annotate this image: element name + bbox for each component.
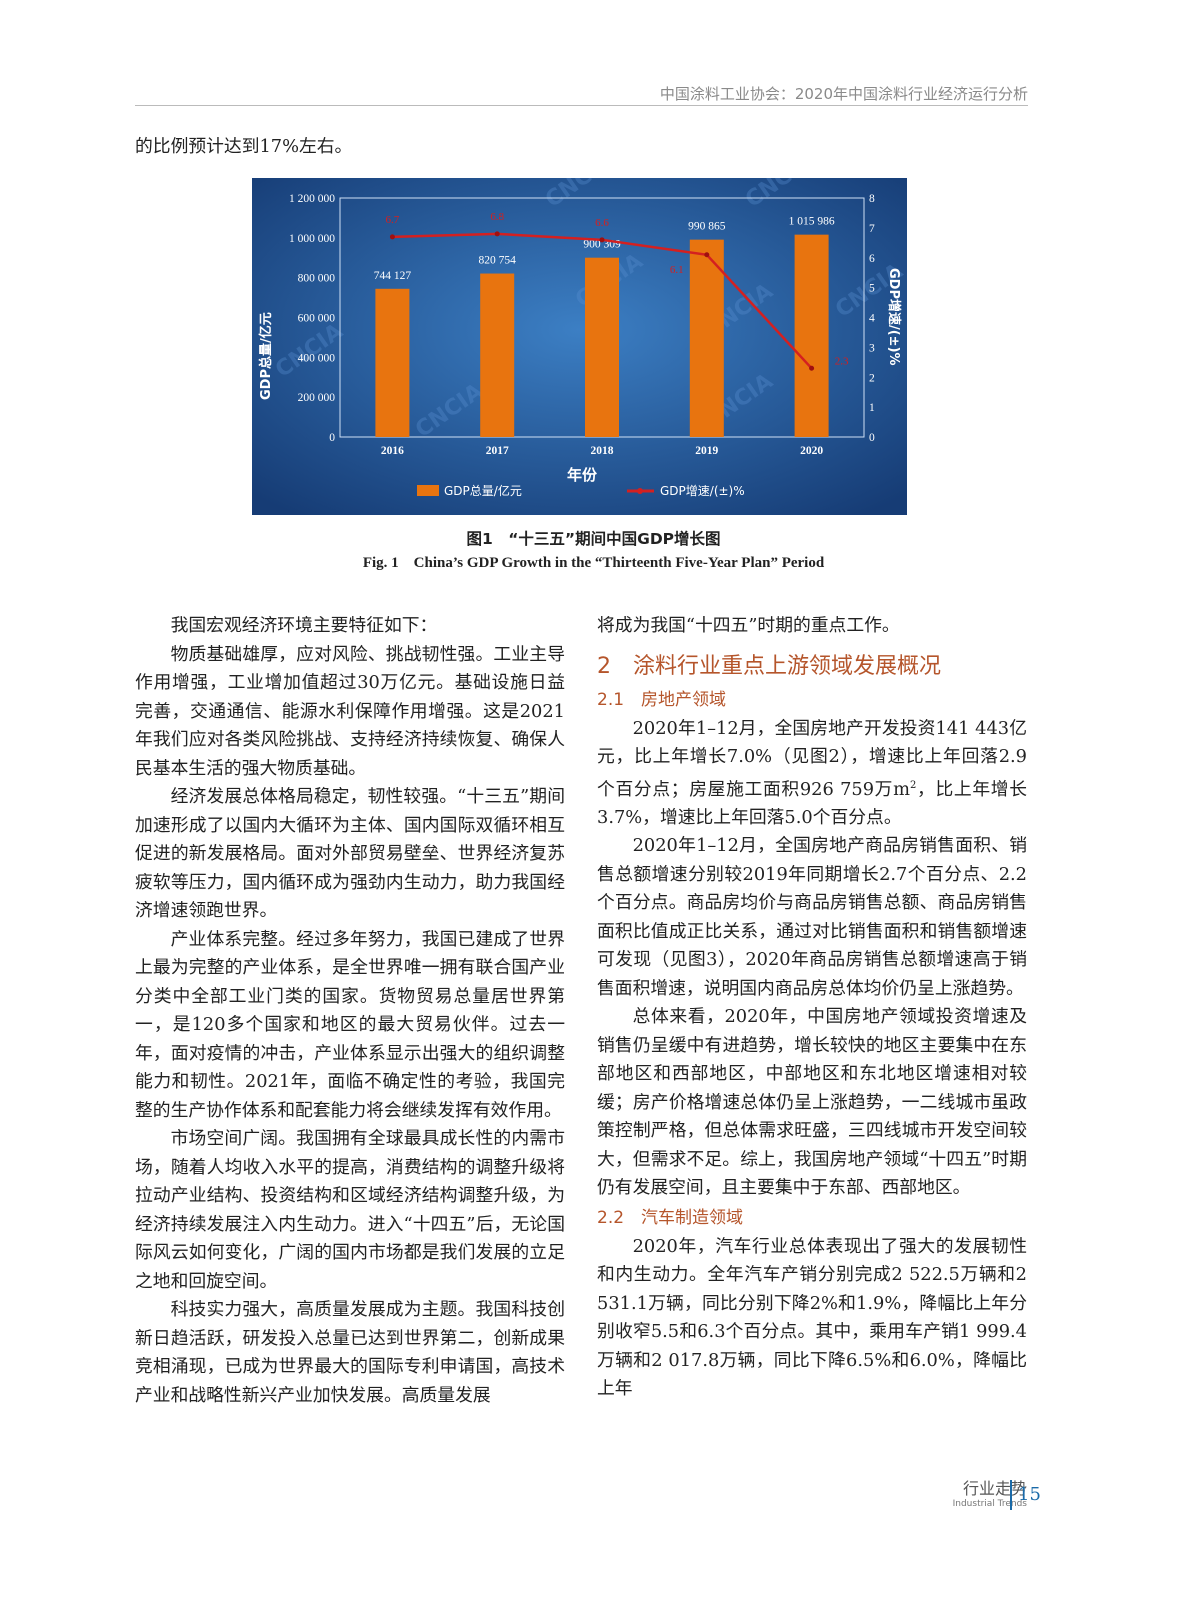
- text: 2020年1–12月，全国房地产开发投资141 443亿元，比上年增长7.0%（…: [597, 717, 1027, 800]
- y2-tick-label: 3: [869, 342, 875, 354]
- left-column: 我国宏观经济环境主要特征如下： 物质基础雄厚，应对风险、挑战韧性强。工业主导作用…: [135, 612, 565, 1410]
- superscript: 2: [909, 779, 917, 791]
- paragraph-continued: 将成为我国“十四五”时期的重点工作。: [597, 615, 900, 636]
- bar-2019: [689, 239, 724, 437]
- x-tick-label: 2019: [695, 445, 718, 457]
- bar-2016: [375, 288, 410, 437]
- y2-tick-label: 8: [869, 193, 875, 205]
- bar-2018: [585, 257, 619, 437]
- legend-line-marker: [637, 488, 643, 494]
- growth-point: [494, 231, 500, 237]
- footer-section-en: Industrial Trends: [952, 1499, 1027, 1509]
- paragraph: 产业体系完整。经过多年努力，我国已建成了世界上最为完整的产业体系，是全世界唯一拥…: [135, 928, 565, 1121]
- bar-value-label: 1 015 986: [789, 216, 835, 228]
- bar-value-label: 820 754: [479, 255, 517, 267]
- y2-tick-label: 2: [869, 372, 875, 384]
- x-tick-label: 2016: [381, 445, 404, 457]
- paragraph: 2020年，汽车行业总体表现出了强大的发展韧性和内生动力。全年汽车产销分别完成2…: [597, 1235, 1027, 1400]
- y-tick-label: 600 000: [298, 313, 336, 325]
- y2-tick-label: 4: [869, 313, 875, 325]
- gdp-chart: CNCIACNCIACNCIACNCIACNCIACNCIACNCIACNCIA…: [252, 178, 907, 515]
- running-header: 中国涂料工业协会：2020年中国涂料行业经济运行分析: [659, 85, 1028, 103]
- figure-caption-cn: 图1 “十三五”期间中国GDP增长图: [466, 530, 721, 548]
- y-tick-label: 1 200 000: [289, 193, 335, 205]
- legend-bar-label: GDP总量/亿元: [444, 483, 522, 498]
- header-divider: [135, 105, 1028, 106]
- y2-tick-label: 6: [869, 253, 875, 265]
- growth-point: [704, 252, 710, 258]
- y-tick-label: 1 000 000: [289, 233, 335, 245]
- y-tick-label: 400 000: [298, 352, 336, 364]
- growth-point: [599, 237, 605, 243]
- y2-tick-label: 0: [869, 432, 875, 444]
- y-tick-label: 200 000: [298, 392, 336, 404]
- y-tick-label: 800 000: [298, 273, 336, 285]
- legend-line-label: GDP增速/(±)%: [660, 484, 745, 498]
- x-tick-label: 2020: [800, 445, 823, 457]
- paragraph: 市场空间广阔。我国拥有全球最具成长性的内需市场，随着人均收入水平的提高，消费结构…: [135, 1128, 565, 1292]
- paragraph: 2020年1–12月，全国房地产商品房销售面积、销售总额增速分别较2019年同期…: [597, 835, 1027, 999]
- y-axis-title: GDP总量/亿元: [258, 312, 274, 400]
- paragraph: 科技实力强大，高质量发展成为主题。我国科技创新日趋活跃，研发投入总量已达到世界第…: [135, 1299, 565, 1406]
- x-axis-title: 年份: [567, 466, 598, 484]
- section-heading-2: 2 涂料行业重点上游领域发展概况: [597, 653, 941, 679]
- bar-value-label: 990 865: [688, 221, 726, 233]
- y2-tick-label: 7: [869, 223, 875, 235]
- growth-value-label: 6.1: [670, 264, 684, 276]
- text: ，比上年增长3.7%，增速比上年回落5.0个百分点。: [597, 778, 1027, 828]
- paragraph: 经济发展总体格局稳定，韧性较强。“十三五”期间加速形成了以国内大循环为主体、国内…: [135, 786, 565, 921]
- growth-point: [809, 365, 815, 371]
- paragraph: 总体来看，2020年，中国房地产领域投资增速及销售仍呈缓中有进趋势，增长较快的地…: [597, 1006, 1027, 1199]
- growth-value-label: 6.6: [595, 217, 609, 229]
- y2-axis-title: GDP增速/(±)%: [886, 268, 902, 366]
- bar-value-label: 744 127: [374, 270, 412, 282]
- subsection-heading-2-2: 2.2 汽车制造领域: [597, 1207, 744, 1228]
- growth-point: [389, 234, 395, 240]
- x-tick-label: 2017: [486, 445, 509, 457]
- y2-tick-label: 1: [869, 402, 875, 414]
- x-tick-label: 2018: [591, 445, 614, 457]
- right-column: 将成为我国“十四五”时期的重点工作。 2 涂料行业重点上游领域发展概况 2.1 …: [597, 612, 1027, 1404]
- growth-value-label: 6.7: [386, 214, 400, 226]
- paragraph: 物质基础雄厚，应对风险、挑战韧性强。工业主导作用增强，工业增加值超过30万亿元。…: [135, 643, 565, 779]
- growth-value-label: 6.8: [490, 211, 504, 223]
- legend-bar-swatch: [417, 485, 439, 496]
- bar-2020: [794, 234, 829, 437]
- page-number: 15: [1010, 1480, 1041, 1510]
- intro-line: 的比例预计达到17%左右。: [135, 136, 353, 157]
- figure-caption-en: Fig. 1 China’s GDP Growth in the “Thirte…: [362, 555, 825, 571]
- paragraph: 我国宏观经济环境主要特征如下：: [170, 615, 438, 636]
- paragraph: 2020年1–12月，全国房地产开发投资141 443亿元，比上年增长7.0%（…: [597, 715, 1027, 833]
- subsection-heading-2-1: 2.1 房地产领域: [597, 689, 727, 710]
- y-tick-label: 0: [329, 432, 335, 444]
- bar-2017: [480, 273, 515, 437]
- growth-value-label: 2.3: [835, 355, 849, 367]
- y2-tick-label: 5: [869, 283, 875, 295]
